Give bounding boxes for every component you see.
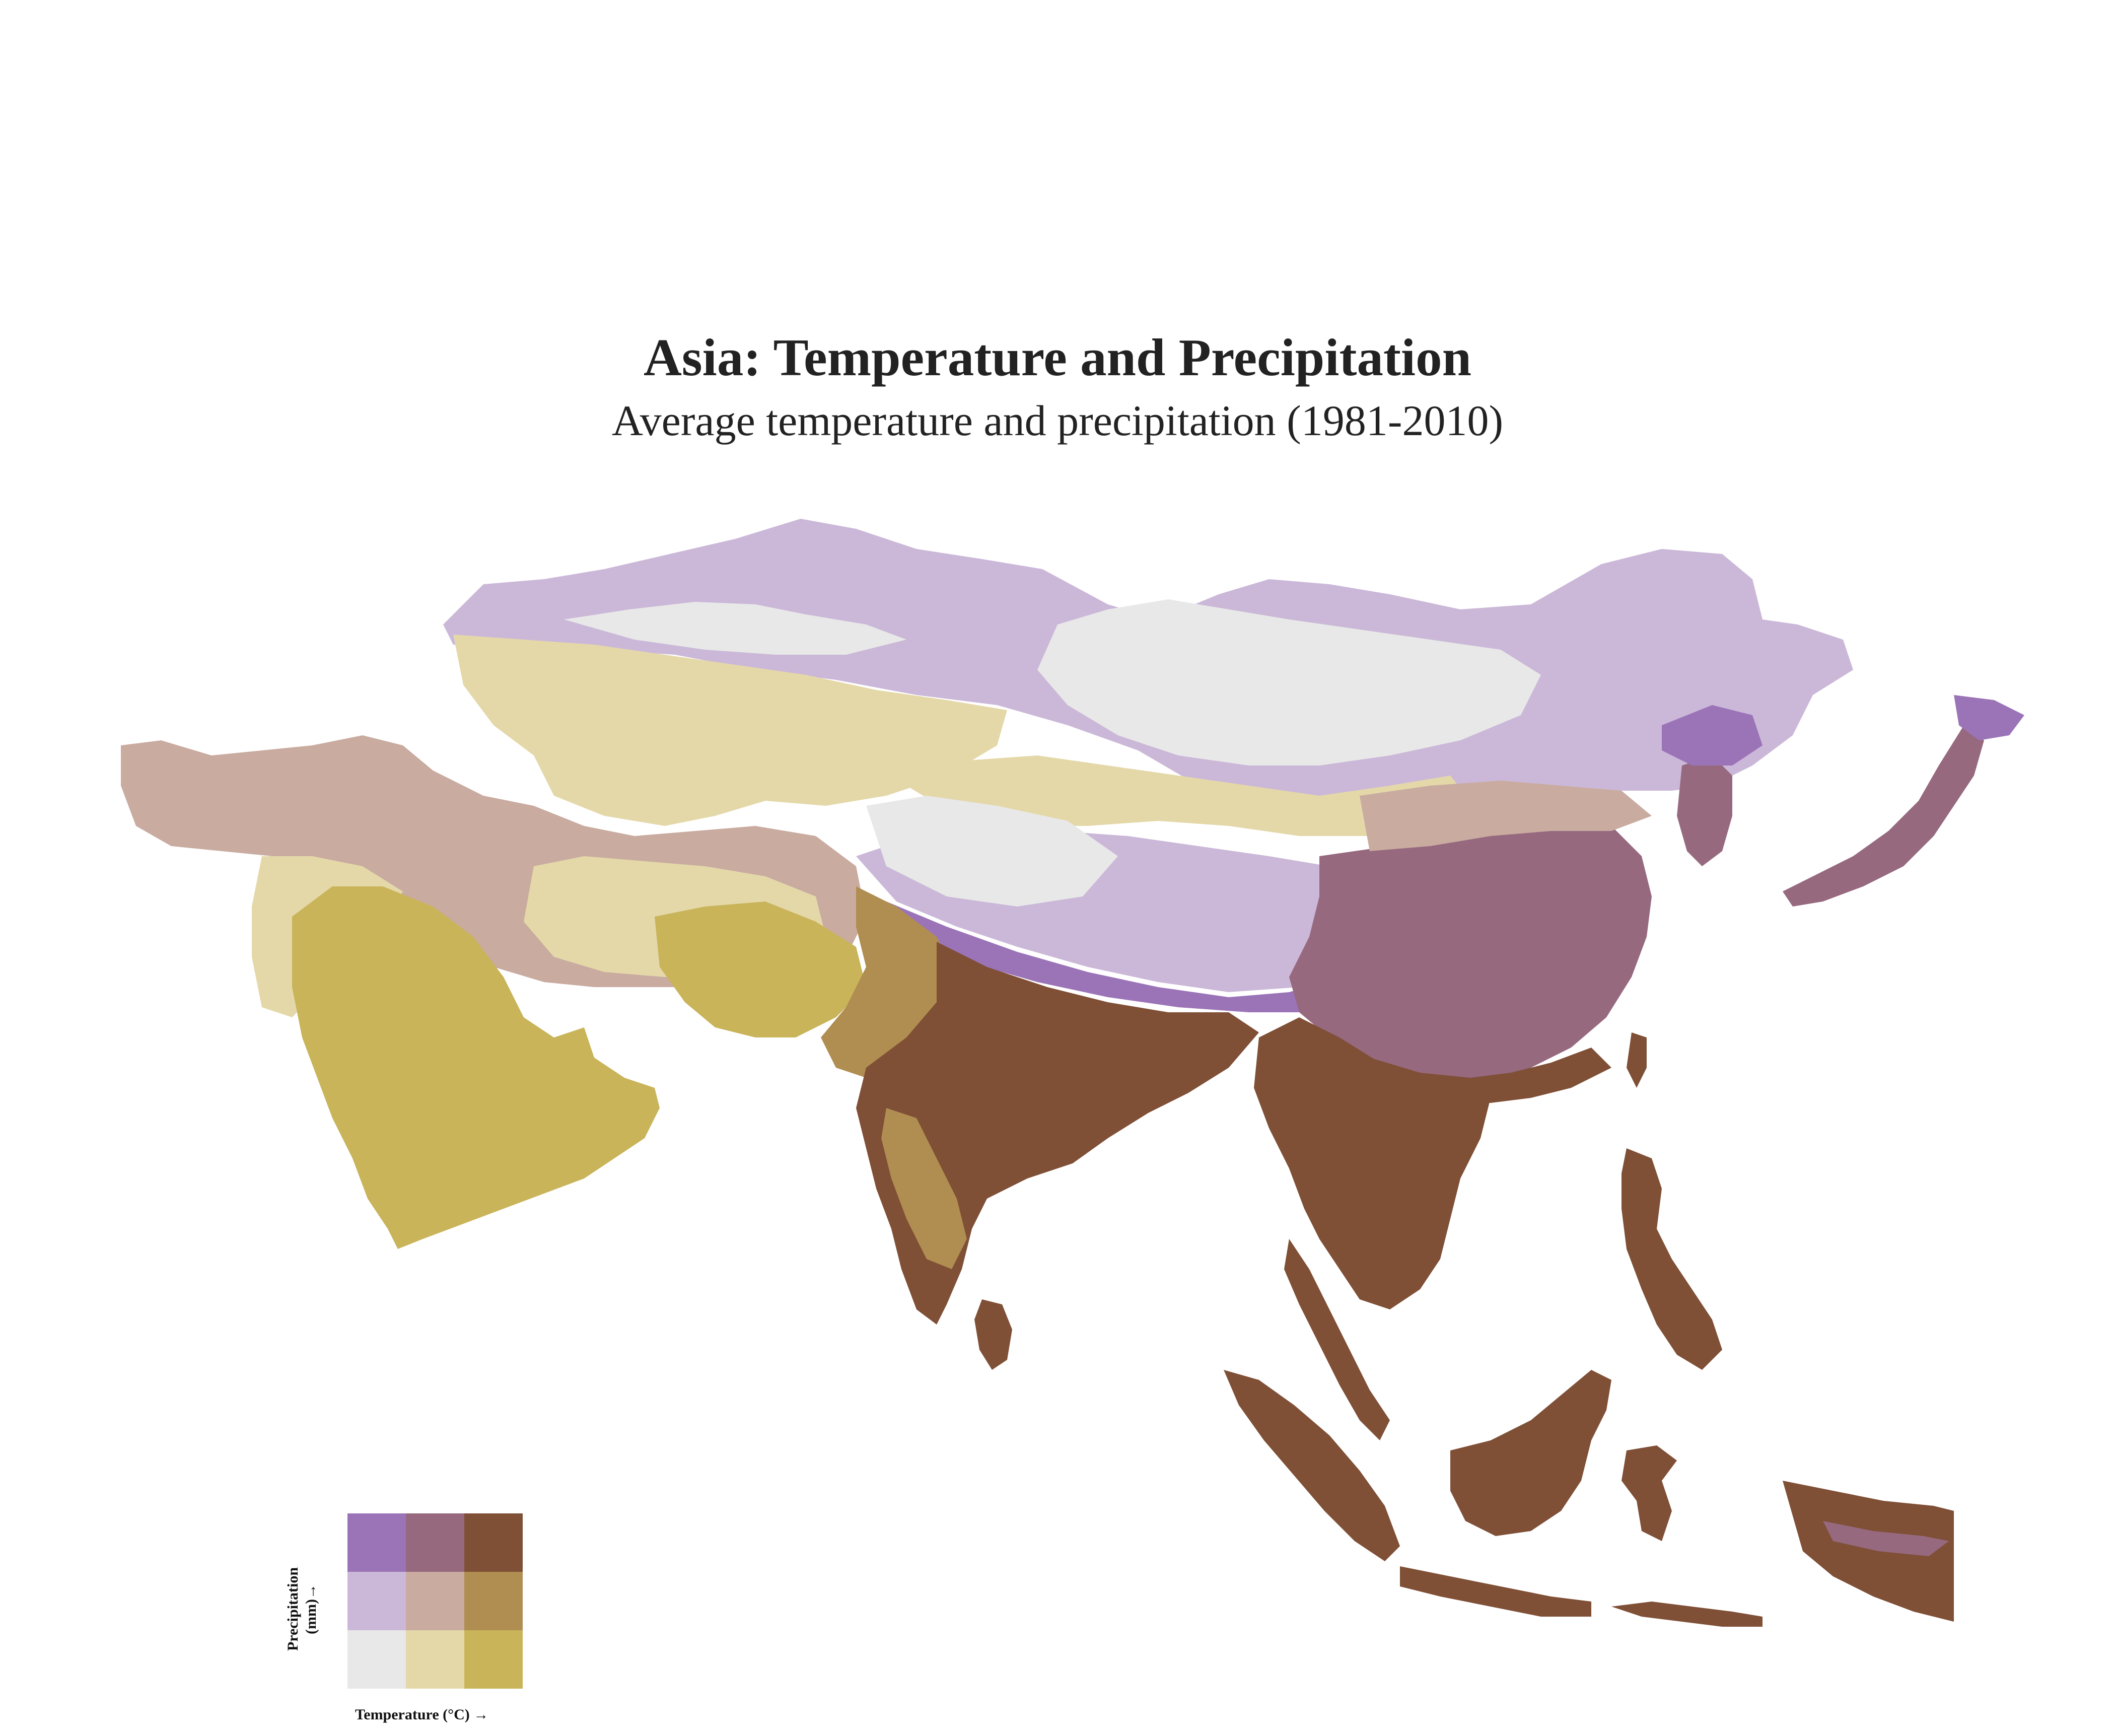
region-borneo bbox=[1450, 1370, 1611, 1536]
region-philippines bbox=[1622, 1148, 1722, 1370]
region-arabia bbox=[292, 886, 660, 1249]
region-tibet-dry bbox=[866, 796, 1118, 907]
region-manchuria bbox=[1662, 705, 1762, 766]
region-hokkaido bbox=[1954, 695, 2024, 740]
region-new-guinea-highlands bbox=[1823, 1521, 1949, 1556]
legend-cell-r1-c2 bbox=[464, 1572, 523, 1630]
legend-y-axis: Precipitation (mm)→ bbox=[279, 1554, 325, 1664]
region-malaya bbox=[1284, 1239, 1390, 1440]
legend-cell-r1-c1 bbox=[406, 1572, 464, 1630]
region-south-china-coast bbox=[1370, 1048, 1611, 1103]
legend-cell-r0-c0 bbox=[347, 1513, 406, 1572]
page-subtitle: Average temperature and precipitation (1… bbox=[611, 396, 1504, 445]
legend-cell-r1-c0 bbox=[347, 1572, 406, 1630]
region-siberia-dry bbox=[564, 602, 906, 655]
legend-y-label: Precipitation (mm)→ bbox=[284, 1567, 320, 1651]
region-lesser-sunda bbox=[1611, 1602, 1762, 1627]
legend-cell-r0-c2 bbox=[464, 1513, 523, 1572]
region-deccan bbox=[881, 1108, 967, 1269]
region-korea bbox=[1677, 755, 1732, 866]
legend-y-label-line1: Precipitation bbox=[285, 1567, 301, 1651]
region-taklamakan bbox=[906, 755, 1470, 836]
region-java bbox=[1400, 1566, 1591, 1617]
legend-cell-r2-c1 bbox=[406, 1630, 464, 1689]
region-sulawesi bbox=[1622, 1445, 1677, 1541]
legend-cell-r0-c1 bbox=[406, 1513, 464, 1572]
region-new-guinea bbox=[1783, 1481, 1954, 1622]
region-japan bbox=[1783, 725, 1984, 907]
legend-cell-r2-c2 bbox=[464, 1630, 523, 1689]
legend-cell-r2-c0 bbox=[347, 1630, 406, 1689]
title-block: Asia: Temperature and Precipitation Aver… bbox=[0, 327, 2115, 448]
region-sri-lanka bbox=[974, 1299, 1012, 1370]
legend-y-label-line2: (mm)→ bbox=[303, 1584, 319, 1634]
page-title: Asia: Temperature and Precipitation bbox=[643, 328, 1471, 387]
bivariate-legend bbox=[347, 1513, 524, 1690]
legend-x-label: Temperature (°C) → bbox=[355, 1706, 489, 1723]
region-sumatra bbox=[1224, 1370, 1400, 1561]
region-mongolia-dry bbox=[1037, 599, 1541, 766]
region-north-china bbox=[1360, 781, 1652, 851]
region-china bbox=[1289, 816, 1652, 1088]
region-central-asia bbox=[453, 635, 1007, 826]
region-pakistan bbox=[655, 901, 866, 1037]
region-taiwan bbox=[1627, 1032, 1647, 1088]
region-hainan bbox=[1445, 1118, 1475, 1148]
